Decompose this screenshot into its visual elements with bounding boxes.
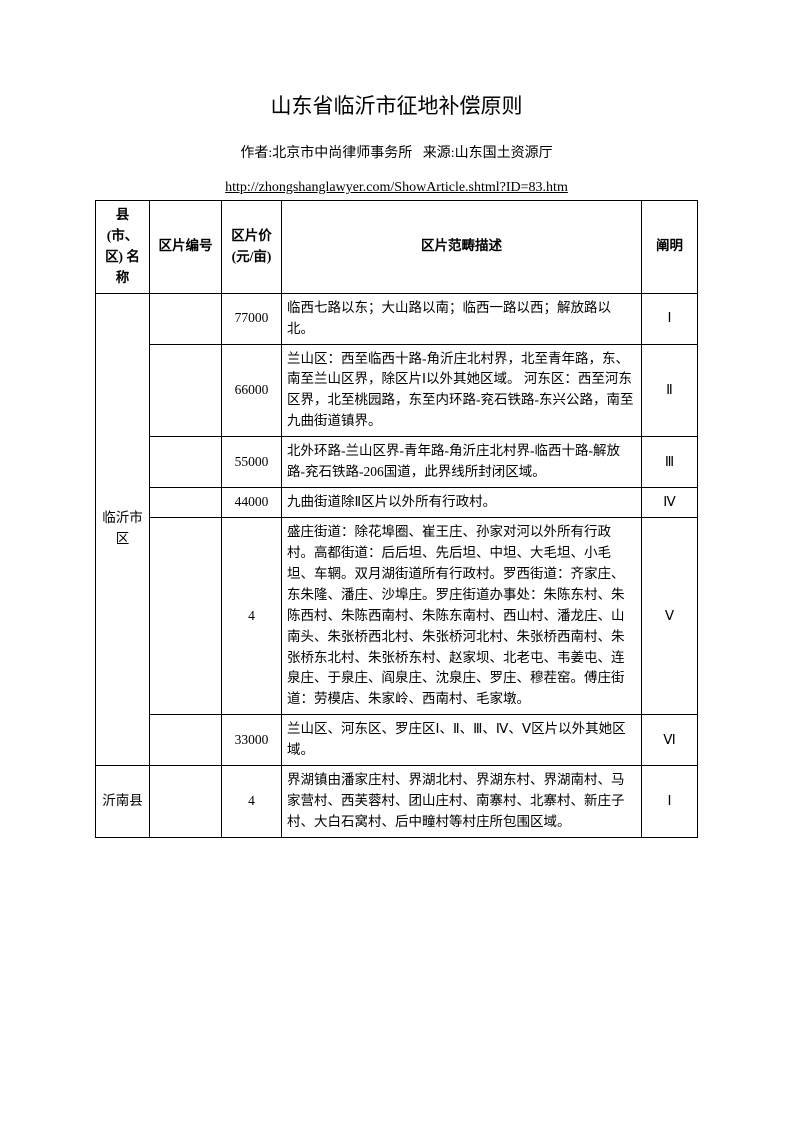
note-cell: Ⅱ [642,344,698,437]
price-cell: 44000 [222,488,282,518]
code-cell [150,766,222,838]
code-cell [150,344,222,437]
code-cell [150,488,222,518]
table-row: 沂南县 4 界湖镇由潘家庄村、界湖北村、界湖东村、界湖南村、马家营村、西芙蓉村、… [96,766,698,838]
county-cell: 沂南县 [96,766,150,838]
source-url: http://zhongshanglawyer.com/ShowArticle.… [95,180,698,196]
col-price: 区片价(元/亩) [222,201,282,294]
price-cell: 33000 [222,715,282,766]
table-row: 33000 兰山区、河东区、罗庄区Ⅰ、Ⅱ、Ⅲ、Ⅳ、Ⅴ区片以外其她区域。 Ⅵ [96,715,698,766]
col-county: 县(市、区) 名称 [96,201,150,294]
code-cell [150,715,222,766]
source-value: 山东国土资源厅 [455,146,553,161]
desc-cell: 兰山区：西至临西十路-角沂庄北村界，北至青年路，东、南至兰山区界，除区片Ⅰ以外其… [282,344,642,437]
compensation-table: 县(市、区) 名称 区片编号 区片价(元/亩) 区片范畴描述 阐明 临沂市区 7… [95,200,698,838]
note-cell: Ⅴ [642,517,698,714]
note-cell: Ⅰ [642,293,698,344]
price-cell: 4 [222,766,282,838]
table-row: 55000 北外环路-兰山区界-青年路-角沂庄北村界-临西十路-解放路-兖石铁路… [96,437,698,488]
note-cell: Ⅰ [642,766,698,838]
table-header-row: 县(市、区) 名称 区片编号 区片价(元/亩) 区片范畴描述 阐明 [96,201,698,294]
author-label: 作者 [240,146,268,161]
desc-cell: 盛庄街道：除花埠圈、崔王庄、孙家对河以外所有行政村。高都街道：后后坦、先后坦、中… [282,517,642,714]
note-cell: Ⅵ [642,715,698,766]
code-cell [150,517,222,714]
meta-line: 作者:北京市中尚律师事务所 来源:山东国土资源厅 [95,142,698,162]
desc-cell: 界湖镇由潘家庄村、界湖北村、界湖东村、界湖南村、马家营村、西芙蓉村、团山庄村、南… [282,766,642,838]
col-note: 阐明 [642,201,698,294]
page-title: 山东省临沂市征地补偿原则 [95,90,698,120]
col-desc: 区片范畴描述 [282,201,642,294]
code-cell [150,293,222,344]
col-code: 区片编号 [150,201,222,294]
author-value: 北京市中尚律师事务所 [272,146,412,161]
note-cell: Ⅲ [642,437,698,488]
table-row: 44000 九曲街道除Ⅱ区片以外所有行政村。 Ⅳ [96,488,698,518]
desc-cell: 临西七路以东；大山路以南；临西一路以西；解放路以北。 [282,293,642,344]
note-cell: Ⅳ [642,488,698,518]
desc-cell: 兰山区、河东区、罗庄区Ⅰ、Ⅱ、Ⅲ、Ⅳ、Ⅴ区片以外其她区域。 [282,715,642,766]
document-page: 山东省临沂市征地补偿原则 作者:北京市中尚律师事务所 来源:山东国土资源厅 ht… [0,0,793,1122]
source-label: 来源 [423,146,451,161]
price-cell: 77000 [222,293,282,344]
table-row: 66000 兰山区：西至临西十路-角沂庄北村界，北至青年路，东、南至兰山区界，除… [96,344,698,437]
code-cell [150,437,222,488]
desc-cell: 九曲街道除Ⅱ区片以外所有行政村。 [282,488,642,518]
county-cell: 临沂市区 [96,293,150,765]
price-cell: 4 [222,517,282,714]
price-cell: 55000 [222,437,282,488]
table-row: 4 盛庄街道：除花埠圈、崔王庄、孙家对河以外所有行政村。高都街道：后后坦、先后坦… [96,517,698,714]
desc-cell: 北外环路-兰山区界-青年路-角沂庄北村界-临西十路-解放路-兖石铁路-206国道… [282,437,642,488]
table-row: 临沂市区 77000 临西七路以东；大山路以南；临西一路以西；解放路以北。 Ⅰ [96,293,698,344]
price-cell: 66000 [222,344,282,437]
